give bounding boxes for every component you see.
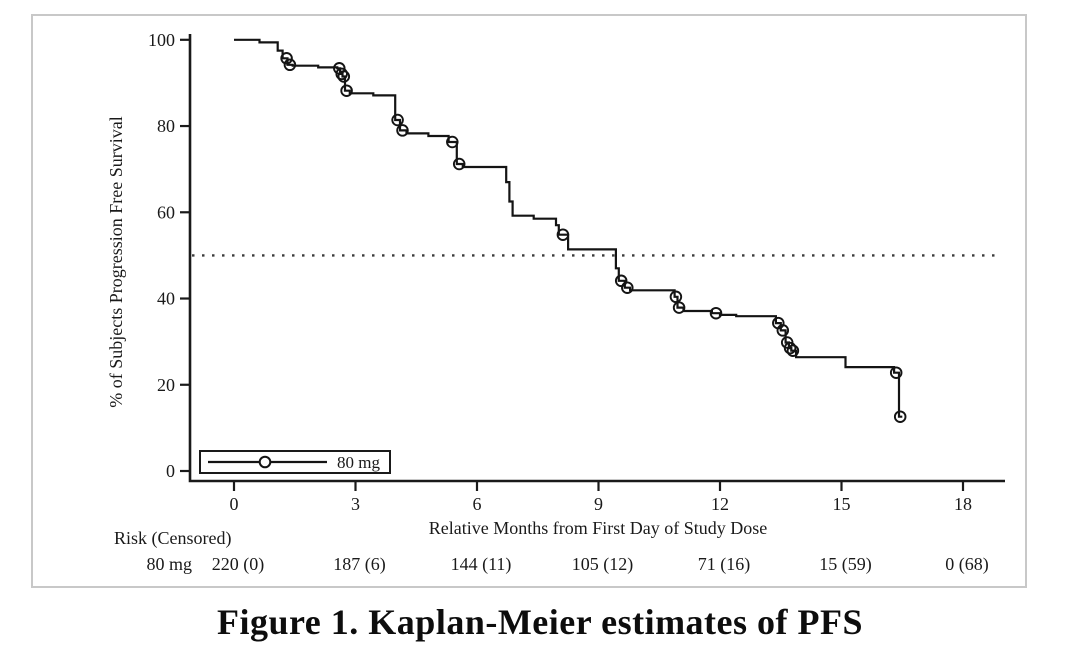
risk-table-value: 105 (12) (572, 554, 634, 575)
censor-mark (893, 410, 907, 423)
y-axis-tick-label: 20 (157, 375, 175, 395)
censor-mark (337, 70, 351, 83)
x-axis-tick-label: 15 (833, 494, 851, 514)
risk-table-values-layer: 220 (0) 187 (6) 144 (11) 105 (12) 71 (16) 15 … (212, 554, 989, 575)
axis-lines (188, 34, 1005, 483)
censor-mark (889, 366, 903, 379)
x-axis-tick-label: 0 (230, 494, 239, 514)
y-axis-tick-label: 80 (157, 116, 175, 136)
risk-table-value: 71 (16) (698, 554, 751, 575)
x-axis-tick-label: 9 (594, 494, 603, 514)
y-axis-title: % of Subjects Progression Free Survival (106, 116, 126, 407)
axes-layer (188, 34, 1005, 483)
x-axis-tick-label: 18 (954, 494, 972, 514)
censor-mark (280, 52, 293, 65)
risk-table-value: 0 (68) (945, 554, 989, 575)
censor-mark (452, 157, 466, 171)
km-curve-80mg (234, 38, 903, 418)
censor-mark (446, 135, 459, 149)
x-axis-tick-label: 12 (711, 494, 729, 514)
curve-layer (234, 38, 907, 423)
legend-label: 80 mg (337, 453, 380, 472)
risk-table-row-label: 80 mg (146, 554, 192, 574)
x-axis-tick-label: 6 (473, 494, 482, 514)
risk-table-value: 15 (59) (819, 554, 872, 575)
tick-layer: 0 20 40 60 80 100 0 3 6 9 12 15 18 (148, 30, 972, 514)
censor-mark (669, 290, 683, 304)
risk-table-value: 220 (0) (212, 554, 265, 575)
censor-mark (783, 341, 797, 355)
y-axis-tick-label: 100 (148, 30, 175, 50)
censor-mark (283, 58, 297, 72)
y-axis-tick-label: 60 (157, 202, 175, 222)
x-axis-tick-label: 3 (351, 494, 360, 514)
risk-table-value: 144 (11) (451, 554, 512, 575)
censor-mark (786, 344, 800, 357)
x-axis-title: Relative Months from First Day of Study … (429, 518, 767, 538)
risk-table-header: Risk (Censored) (114, 528, 231, 549)
censor-mark (614, 274, 628, 288)
legend: 80 mg (199, 450, 391, 474)
censor-mark (556, 228, 570, 241)
censor-mark (621, 281, 634, 294)
censor-mark (396, 124, 409, 137)
censor-mark (776, 324, 790, 337)
legend-censor-marker-icon (258, 455, 272, 469)
censor-mark (391, 113, 404, 127)
censor-mark (340, 84, 353, 97)
y-axis-tick-label: 0 (166, 461, 175, 481)
censor-mark (709, 306, 723, 320)
censor-mark (672, 301, 686, 314)
risk-table-value: 187 (6) (333, 554, 386, 575)
figure-frame (31, 14, 1027, 588)
censor-mark (335, 67, 348, 81)
y-axis-tick-label: 40 (157, 289, 175, 309)
figure-caption: Figure 1. Kaplan-Meier estimates of PFS (216, 602, 864, 642)
